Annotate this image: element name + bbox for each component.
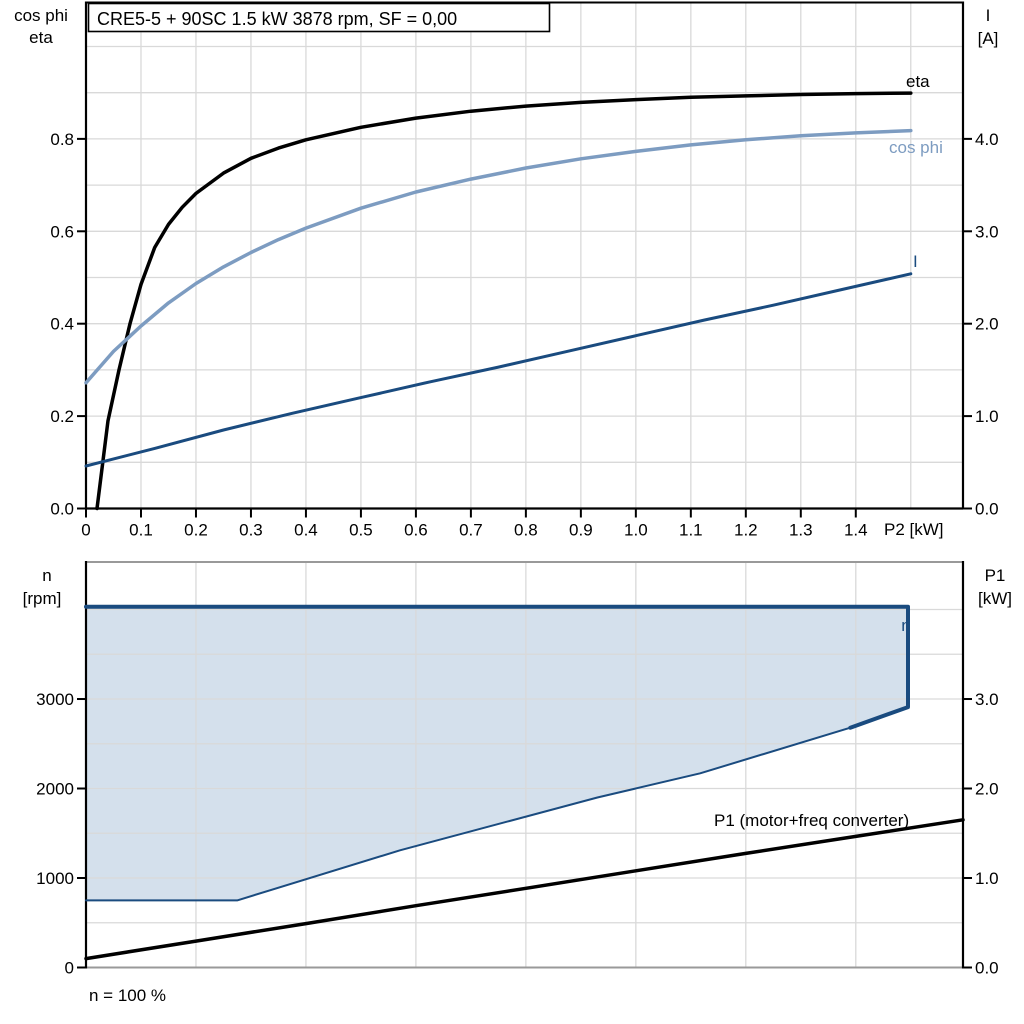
cos-phi-curve (84, 128, 913, 385)
chart1-right-axis-title-line2: [A] (978, 29, 999, 48)
right-axis-tick-label: 2.0 (975, 780, 999, 799)
speed-limit-curve (84, 604, 910, 730)
left-axis-tick-label: 0.0 (50, 500, 74, 519)
chart1-left-axis-title-line1: cos phi (14, 6, 68, 25)
x-axis-tick-label: 0.7 (459, 521, 483, 540)
right-axis-tick-label: 1.0 (975, 407, 999, 426)
p1-curve (84, 818, 965, 961)
chart1-left-axis-title-line2: eta (29, 28, 53, 47)
x-axis-tick-label: 0.2 (184, 521, 208, 540)
right-axis-tick-label: 3.0 (975, 222, 999, 241)
left-axis-tick-label: 0.2 (50, 407, 74, 426)
left-axis-tick-label: 3000 (36, 690, 74, 709)
i-curve (84, 272, 913, 468)
p1-curve-label: P1 (motor+freq converter) (714, 811, 909, 830)
x-axis-tick-label: 1.1 (679, 521, 703, 540)
x-axis-tick-label: 0.4 (294, 521, 318, 540)
left-axis-tick-label: 1000 (36, 869, 74, 888)
x-axis-tick-label: 1.3 (789, 521, 813, 540)
cos-phi-curve-label: cos phi (889, 138, 943, 157)
right-axis-tick-label: 3.0 (975, 690, 999, 709)
min-speed-boundary-curve (85, 726, 852, 902)
left-axis-tick-label: 0.8 (50, 130, 74, 149)
speed-percentage-note: n = 100 % (89, 986, 166, 1005)
chart2-left-axis-title-line1: n (42, 566, 51, 585)
left-axis-tick-label: 0 (65, 959, 74, 978)
chart2-left-axis-title-line2: [rpm] (23, 589, 62, 608)
x-axis-tick-label: 0.6 (404, 521, 428, 540)
chart2-right-axis-title-line2: [kW] (978, 589, 1012, 608)
right-axis-tick-label: 0.0 (975, 500, 999, 519)
left-axis-tick-label: 0.4 (50, 315, 74, 334)
right-axis-tick-label: 2.0 (975, 315, 999, 334)
x-axis-tick-label: 1.2 (734, 521, 758, 540)
chart-title-box (87, 2, 551, 33)
current-curve-label: I (913, 252, 918, 271)
left-axis-tick-label: 2000 (36, 780, 74, 799)
x-axis-tick-label: 0 (81, 521, 90, 540)
eta-curve-label: eta (906, 72, 930, 91)
right-axis-tick-label: 1.0 (975, 869, 999, 888)
x-axis-tick-label: 0.8 (514, 521, 538, 540)
left-axis-tick-label: 0.6 (50, 222, 74, 241)
chart2-right-axis-title-line1: P1 (985, 566, 1006, 585)
chart-title: CRE5-5 + 90SC 1.5 kW 3878 rpm, SF = 0,00 (97, 9, 457, 29)
x-axis-tick-label: 1.0 (624, 521, 648, 540)
right-axis-tick-label: 0.0 (975, 959, 999, 978)
x-axis-tick-label: 1.4 (844, 521, 868, 540)
x-axis-tick-label: 0.5 (349, 521, 373, 540)
chart1-right-axis-title-line1: I (986, 6, 991, 25)
right-axis-tick-label: 4.0 (975, 130, 999, 149)
x-axis-tick-label: 0.9 (569, 521, 593, 540)
chart1-x-axis-label: P2 [kW] (884, 520, 944, 539)
x-axis-tick-label: 0.3 (239, 521, 263, 540)
plots-layer: 0.0 0.2 0.4 0.6 0.8 0.0 1.0 2.0 3.0 4.0 0 0.1 0.2 0.3… (36, 1, 999, 978)
eta-curve (95, 91, 913, 511)
speed-curve-label: n (901, 616, 910, 635)
speed-operating-region-fill (86, 606, 908, 901)
x-axis-tick-label: 0.1 (129, 521, 153, 540)
